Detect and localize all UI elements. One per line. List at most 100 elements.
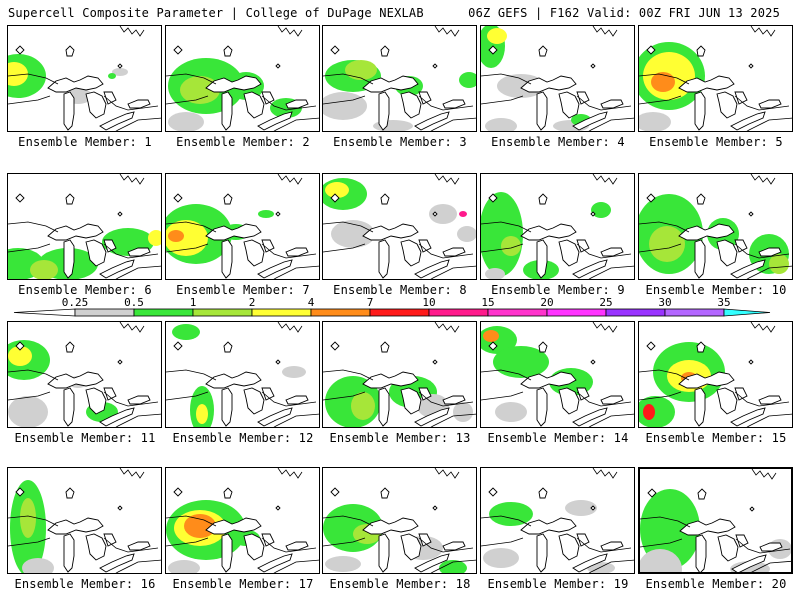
coast-line <box>119 174 145 185</box>
lake-outline <box>65 45 75 57</box>
lake-outline <box>261 533 275 547</box>
colorbar-tick-label: 0.5 <box>124 296 144 309</box>
lake-outline <box>400 239 422 267</box>
border-line <box>8 73 159 111</box>
lake-outline <box>678 223 735 241</box>
scp-contour <box>483 330 499 342</box>
scp-contour <box>196 404 208 424</box>
member-label: Ensemble Member: 1 <box>18 135 152 149</box>
lake-outline <box>731 554 767 572</box>
coast-line <box>481 391 634 427</box>
lake-outline <box>65 487 75 499</box>
color-legend: 0.25 0.5 1 2 4 7 10 15 20 25 30 35 <box>13 296 771 317</box>
map-canvas <box>481 26 634 131</box>
colorbar-segment <box>546 308 607 317</box>
ensemble-map-8 <box>322 173 477 280</box>
lake-outline <box>696 193 706 205</box>
lake-outline <box>257 111 293 131</box>
lake-outline <box>749 506 755 512</box>
lake-outline <box>127 395 151 405</box>
scp-contour <box>172 324 200 340</box>
scp-contour <box>331 220 375 248</box>
lake-outline <box>520 517 577 535</box>
scp-contour <box>148 230 161 246</box>
lake-outline <box>221 387 233 427</box>
map-canvas <box>166 174 319 279</box>
lake-outline <box>400 387 422 415</box>
scp-contour <box>351 392 375 420</box>
lake-outline <box>646 45 656 55</box>
coast-line <box>166 243 319 279</box>
lake-outline <box>85 91 107 119</box>
lake-outline <box>261 91 275 105</box>
lake-outline <box>576 91 590 105</box>
lake-outline <box>735 534 749 548</box>
lake-outline <box>748 359 754 365</box>
coast-line <box>592 322 618 333</box>
coast-line <box>119 468 145 479</box>
lake-outline <box>63 387 75 427</box>
map-canvas <box>166 26 319 131</box>
lake-outline <box>414 259 450 279</box>
colorbar-tick-label: 7 <box>367 296 374 309</box>
member-label: Ensemble Member: 7 <box>176 283 310 297</box>
lake-outline <box>223 341 233 353</box>
lake-outline <box>520 75 577 93</box>
map-canvas <box>481 322 634 427</box>
lake-outline <box>173 487 183 497</box>
scp-contour <box>565 500 597 516</box>
lake-outline <box>488 341 498 351</box>
scp-contour <box>325 556 361 572</box>
lake-outline <box>697 488 707 500</box>
coast-line <box>751 469 777 480</box>
lake-outline <box>758 99 782 109</box>
border-line <box>323 369 474 407</box>
lake-outline <box>748 211 754 217</box>
lake-outline <box>536 239 548 279</box>
scp-contour <box>323 92 367 120</box>
lake-outline <box>223 45 233 57</box>
lake-outline <box>285 395 309 405</box>
border-line <box>8 369 159 407</box>
lake-outline <box>696 341 706 353</box>
colorbar-tick-label: 4 <box>308 296 315 309</box>
lake-outline <box>103 91 117 105</box>
lake-outline <box>99 111 135 131</box>
coast-line <box>639 391 792 427</box>
map-canvas <box>639 322 792 427</box>
scp-contour <box>8 396 48 427</box>
lake-outline <box>103 239 117 253</box>
scp-contour <box>651 72 675 92</box>
lake-outline <box>678 75 735 93</box>
lake-outline <box>520 223 577 241</box>
ensemble-map-7 <box>165 173 320 280</box>
scp-contour <box>168 560 200 573</box>
scp-contour <box>168 112 204 131</box>
ensemble-map-11 <box>7 321 162 428</box>
lake-outline <box>65 341 75 353</box>
map-canvas <box>166 468 319 573</box>
lake-outline <box>734 239 748 253</box>
lake-outline <box>695 534 707 572</box>
member-label: Ensemble Member: 6 <box>18 283 152 297</box>
lake-outline <box>205 371 262 389</box>
member-label: Ensemble Member: 14 <box>487 431 629 445</box>
lake-outline <box>362 75 419 93</box>
lake-outline <box>600 395 624 405</box>
coast-line <box>166 391 319 427</box>
lake-outline <box>330 45 340 55</box>
lake-outline <box>99 407 135 427</box>
lake-outline <box>694 91 706 131</box>
scp-contour <box>487 28 507 44</box>
coast-line <box>119 26 145 37</box>
lake-outline <box>103 533 117 547</box>
lake-outline <box>572 407 608 427</box>
coast-line <box>323 243 476 279</box>
scp-contour <box>325 182 349 198</box>
member-label: Ensemble Member: 15 <box>645 431 787 445</box>
lake-outline <box>243 239 265 267</box>
lake-outline <box>536 533 548 573</box>
lake-outline <box>285 247 309 257</box>
lake-outline <box>432 505 438 511</box>
member-label: Ensemble Member: 18 <box>329 577 471 591</box>
